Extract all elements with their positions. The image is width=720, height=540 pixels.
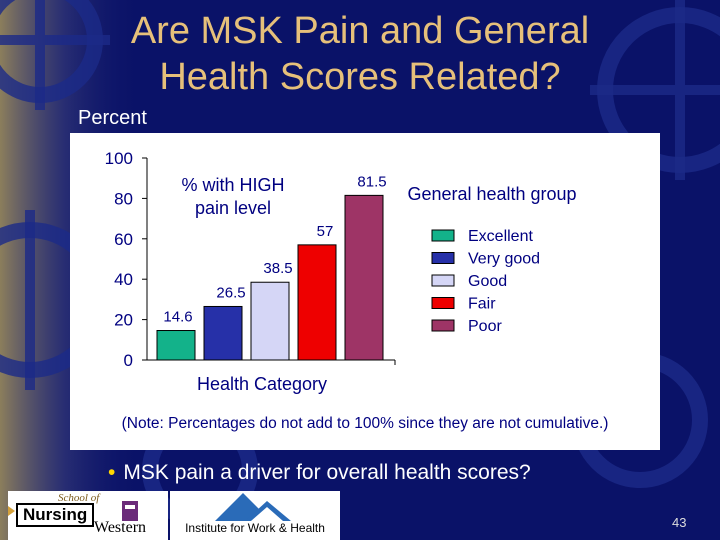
iwh-logo: Institute for Work & Health [170,491,340,540]
chart-title-line-1: % with HIGH [181,175,284,195]
y-axis-unit-label: Percent [78,107,147,129]
data-label: 26.5 [216,284,245,301]
bar-good [250,281,290,361]
y-tick-label: 0 [124,351,133,370]
bar-poor [344,194,384,361]
western-crest-icon [122,501,138,521]
bullet-text: MSK pain a driver for overall health sco… [123,461,531,484]
title-line-2: Health Scores Related? [159,56,561,98]
bullet-point: • MSK pain a driver for overall health sc… [108,461,531,485]
y-tick-label: 100 [105,149,133,168]
data-label: 57 [317,223,334,240]
school-of-nursing-logo: School of Nursing Western [8,491,168,540]
legend-swatch [431,319,455,332]
note-text: (Note: Percentages do not add to 100% si… [121,415,609,432]
legend-label: Fair [468,296,496,313]
legend-swatch [431,229,455,242]
legend-swatch [431,274,455,287]
slide-title: Are MSK Pain and General Health Scores R… [60,8,660,100]
y-tick-label: 20 [114,311,133,330]
iwh-mountain-icon [215,493,291,521]
school-of-text: School of [58,492,100,504]
legend-swatch [431,252,455,264]
page-number: 43 [672,515,687,530]
legend-title: General health group [407,184,576,204]
y-tick-label: 60 [114,230,133,249]
institute-text: Institute for Work & Health [185,521,325,535]
arrow-icon [8,506,15,516]
bullet-icon: • [108,461,116,484]
bar-fair [297,244,337,361]
chart-title-line-2: pain level [195,198,271,218]
bar-very-good [203,305,243,361]
x-axis-label: Health Category [197,374,327,394]
title-line-1: Are MSK Pain and General [130,10,590,52]
legend-label: Very good [468,251,540,268]
legend-label: Poor [468,318,502,335]
chart-panel: % with HIGH pain level Health Category G… [70,133,660,450]
data-label: 38.5 [263,260,292,277]
legend-swatch [431,297,455,309]
bar-chart: % with HIGH pain level Health Category G… [105,149,577,394]
western-text: Western [94,519,147,536]
legend-label: Excellent [468,228,533,245]
nursing-text: Nursing [16,503,95,527]
data-label: 81.5 [357,173,386,190]
y-tick-label: 40 [114,270,133,289]
legend-label: Good [468,273,507,290]
data-label: 14.6 [163,309,192,326]
bar-excellent [156,330,196,361]
y-tick-label: 80 [114,189,133,208]
